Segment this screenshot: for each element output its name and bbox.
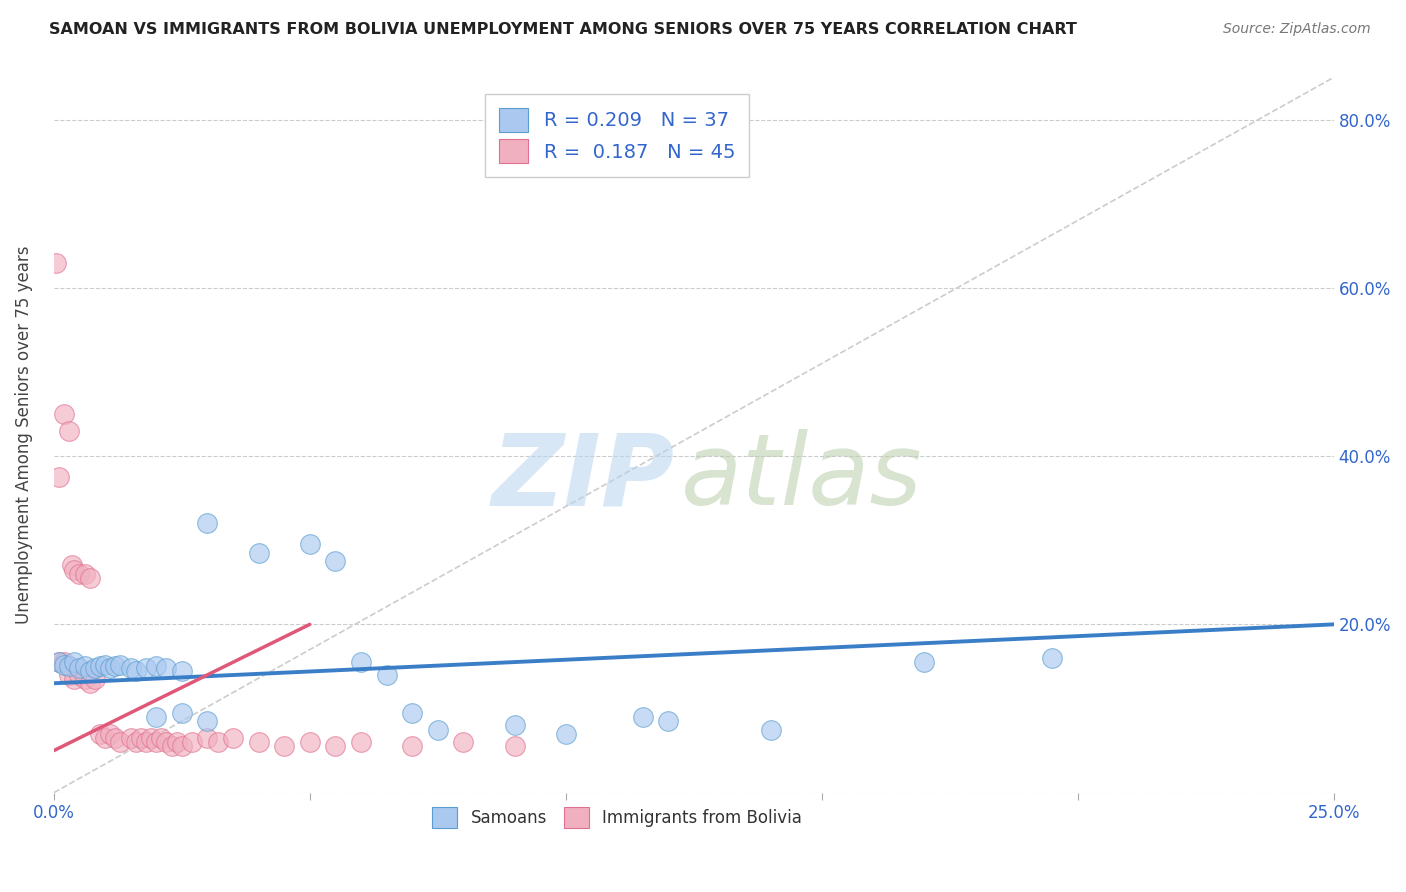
Point [48, 470, 70, 484]
Point [554, 727, 576, 741]
Point [125, 664, 148, 678]
Point [197, 731, 219, 745]
Point [453, 735, 475, 749]
Point [170, 706, 193, 720]
Point [53, 655, 76, 669]
Point [273, 739, 295, 754]
Point [135, 735, 157, 749]
Point [58, 659, 80, 673]
Point [104, 731, 127, 745]
Point [83, 661, 105, 675]
Point [120, 661, 142, 675]
Point [350, 735, 373, 749]
Point [160, 739, 183, 754]
Point [110, 735, 132, 749]
Point [375, 668, 398, 682]
Point [298, 735, 321, 749]
Point [1040, 651, 1063, 665]
Point [135, 661, 157, 675]
Point [181, 735, 204, 749]
Point [79, 571, 101, 585]
Point [79, 664, 101, 678]
Point [631, 710, 654, 724]
Y-axis label: Unemployment Among Seniors over 75 years: Unemployment Among Seniors over 75 years [15, 246, 32, 624]
Point [53, 657, 76, 672]
Point [170, 664, 193, 678]
Point [120, 731, 142, 745]
Point [247, 546, 270, 560]
Point [166, 735, 188, 749]
Point [94, 731, 117, 745]
Point [912, 655, 935, 669]
Point [155, 735, 177, 749]
Point [222, 731, 245, 745]
Point [73, 672, 96, 686]
Point [53, 407, 76, 421]
Point [58, 424, 80, 438]
Point [657, 714, 679, 728]
Point [48, 655, 70, 669]
Point [325, 554, 347, 568]
Point [67, 566, 90, 581]
Point [63, 655, 86, 669]
Legend: Samoans, Immigrants from Bolivia: Samoans, Immigrants from Bolivia [426, 801, 808, 834]
Point [155, 661, 177, 675]
Point [145, 659, 167, 673]
Point [129, 731, 152, 745]
Point [89, 727, 111, 741]
Point [298, 537, 321, 551]
Point [401, 706, 423, 720]
Point [58, 668, 80, 682]
Point [503, 739, 526, 754]
Point [145, 735, 167, 749]
Point [79, 676, 101, 690]
Point [150, 731, 173, 745]
Point [125, 735, 148, 749]
Point [63, 563, 86, 577]
Text: SAMOAN VS IMMIGRANTS FROM BOLIVIA UNEMPLOYMENT AMONG SENIORS OVER 75 YEARS CORRE: SAMOAN VS IMMIGRANTS FROM BOLIVIA UNEMPL… [49, 22, 1077, 37]
Point [89, 659, 111, 673]
Point [350, 655, 373, 669]
Text: Source: ZipAtlas.com: Source: ZipAtlas.com [1223, 22, 1371, 37]
Point [207, 735, 229, 749]
Text: atlas: atlas [681, 429, 922, 526]
Point [426, 723, 449, 737]
Point [145, 710, 167, 724]
Point [73, 566, 96, 581]
Point [247, 735, 270, 749]
Point [104, 659, 127, 673]
Point [98, 661, 121, 675]
Point [98, 727, 121, 741]
Point [759, 723, 782, 737]
Point [67, 661, 90, 675]
Point [110, 657, 132, 672]
Text: ZIP: ZIP [492, 429, 675, 526]
Point [401, 739, 423, 754]
Point [83, 672, 105, 686]
Point [63, 672, 86, 686]
Point [60, 558, 83, 573]
Point [197, 714, 219, 728]
Point [45, 255, 67, 269]
Point [67, 668, 90, 682]
Point [197, 516, 219, 531]
Point [503, 718, 526, 732]
Point [325, 739, 347, 754]
Point [73, 659, 96, 673]
Point [94, 657, 117, 672]
Point [48, 655, 70, 669]
Point [139, 731, 162, 745]
Point [170, 739, 193, 754]
